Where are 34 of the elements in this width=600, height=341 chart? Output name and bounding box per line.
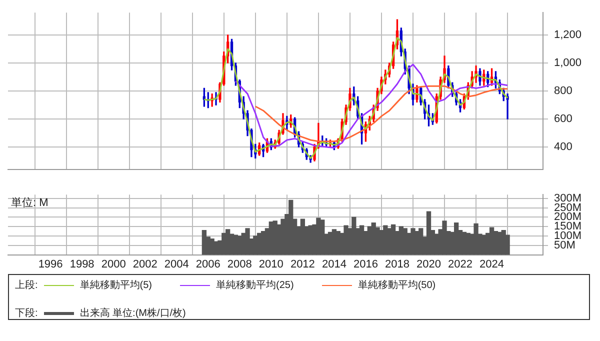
x-tick-label: 2024 <box>480 258 504 270</box>
y-tick-label: 50M <box>554 239 576 252</box>
bar <box>442 220 447 255</box>
y-tick-label: 1,000 <box>554 57 582 70</box>
x-tick-label: 2020 <box>416 258 441 270</box>
bar <box>474 223 478 255</box>
x-tick-label: 2002 <box>132 258 158 270</box>
legend-title: 下段: <box>15 307 38 320</box>
y-tick-label: 300M <box>554 192 582 204</box>
bar <box>426 211 432 255</box>
x-tick-label: 2018 <box>384 258 410 270</box>
x-tick-label: 2006 <box>196 258 220 270</box>
y-axis-title: 単位: M <box>11 197 48 210</box>
bar <box>320 220 325 255</box>
y-tick-label: 400 <box>554 141 572 154</box>
x-tick-label: 2000 <box>101 258 126 270</box>
x-tick-label: 1996 <box>38 258 63 270</box>
legend-label: 単純移動平均(50) <box>358 279 436 292</box>
x-tick-label: 2004 <box>164 258 189 270</box>
x-tick-label: 2022 <box>448 258 473 270</box>
y-tick-label: 600 <box>554 113 572 126</box>
x-tick-label: 1998 <box>70 258 94 270</box>
x-tick-label: 2010 <box>258 258 284 270</box>
x-tick-label: 2016 <box>353 258 378 270</box>
legend-label: 単純移動平均(25) <box>216 279 294 292</box>
bar <box>245 228 250 255</box>
legend-title: 上段: <box>15 278 38 292</box>
y-tick-label: 1,200 <box>554 29 582 42</box>
legend-label: 出来高 単位:(M株/口/枚) <box>80 306 186 320</box>
x-tick-label: 2012 <box>290 258 315 270</box>
legend-label: 単純移動平均(5) <box>80 279 152 292</box>
y-tick-label: 800 <box>554 85 572 98</box>
x-tick-label: 2014 <box>322 258 346 270</box>
x-tick-label: 2008 <box>227 258 252 270</box>
